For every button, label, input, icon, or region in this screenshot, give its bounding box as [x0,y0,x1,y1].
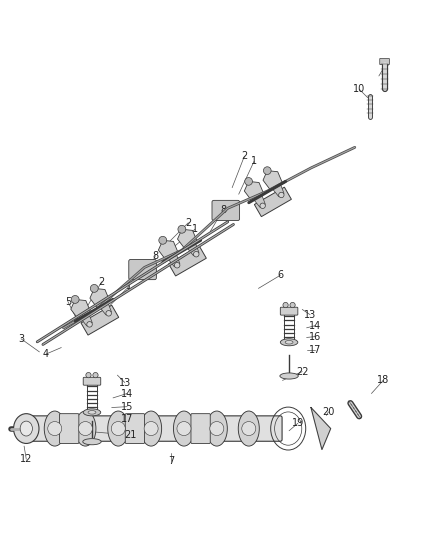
Text: 16: 16 [309,332,321,342]
Circle shape [78,422,92,435]
Text: 2: 2 [185,217,191,228]
Text: 12: 12 [20,454,32,464]
Text: 20: 20 [322,407,335,417]
Text: 21: 21 [124,430,137,440]
Polygon shape [168,254,180,267]
Text: 1: 1 [126,281,132,291]
Circle shape [283,302,288,308]
Ellipse shape [173,411,194,446]
Polygon shape [254,187,291,216]
Ellipse shape [285,341,293,344]
Text: 9: 9 [382,60,389,70]
Circle shape [242,422,256,435]
Polygon shape [169,246,206,276]
Ellipse shape [206,411,227,446]
Circle shape [93,373,98,378]
Circle shape [106,311,111,316]
Polygon shape [311,408,331,449]
Text: 1: 1 [251,156,257,166]
Circle shape [71,295,79,303]
Ellipse shape [83,409,101,416]
Polygon shape [254,195,265,207]
Ellipse shape [280,339,298,346]
FancyBboxPatch shape [27,416,282,441]
Text: 1: 1 [192,224,198,235]
Text: 19: 19 [292,418,304,429]
Circle shape [290,302,295,308]
Circle shape [245,177,252,185]
Ellipse shape [14,414,39,443]
Text: 14: 14 [309,321,321,330]
Text: 13: 13 [119,377,131,387]
Circle shape [260,203,265,208]
Circle shape [48,422,62,435]
Circle shape [87,321,92,327]
Ellipse shape [88,410,96,414]
Polygon shape [187,243,199,256]
Text: 17: 17 [309,345,321,355]
Ellipse shape [83,439,101,445]
Text: 10: 10 [353,84,365,94]
Text: 2: 2 [99,277,105,287]
Polygon shape [272,184,284,197]
Ellipse shape [20,421,32,436]
Circle shape [86,373,91,378]
Text: 15: 15 [121,402,133,411]
Circle shape [144,422,158,435]
FancyBboxPatch shape [212,200,240,221]
FancyBboxPatch shape [83,377,101,385]
Ellipse shape [141,411,162,446]
Text: 8: 8 [220,205,226,215]
Ellipse shape [280,373,298,379]
Circle shape [279,192,284,198]
Text: 8: 8 [152,251,159,261]
Polygon shape [90,288,110,308]
Ellipse shape [44,411,65,446]
Circle shape [111,422,125,435]
Text: 6: 6 [277,270,283,280]
Ellipse shape [238,411,259,446]
Text: 14: 14 [121,389,133,399]
Circle shape [263,167,271,174]
FancyBboxPatch shape [191,414,210,443]
FancyBboxPatch shape [380,59,389,64]
Circle shape [178,225,186,233]
Polygon shape [244,181,264,201]
Text: 13: 13 [304,310,316,320]
Ellipse shape [108,411,129,446]
Text: 22: 22 [296,367,308,377]
Ellipse shape [75,411,96,446]
Polygon shape [81,305,119,335]
Polygon shape [177,229,198,249]
Text: 4: 4 [43,349,49,359]
Text: 2: 2 [241,151,247,161]
Text: 5: 5 [65,296,71,306]
Text: 3: 3 [18,334,24,344]
Text: 7: 7 [168,456,174,466]
Polygon shape [81,313,92,326]
Circle shape [210,422,224,435]
Polygon shape [99,302,111,315]
Circle shape [174,262,180,268]
Polygon shape [71,300,91,319]
Text: 17: 17 [121,414,133,424]
Polygon shape [263,171,283,190]
Text: 18: 18 [377,375,389,385]
Polygon shape [159,240,178,260]
FancyBboxPatch shape [129,260,156,280]
FancyBboxPatch shape [280,307,298,315]
FancyBboxPatch shape [125,414,145,443]
Circle shape [90,285,98,292]
Circle shape [194,252,199,257]
FancyBboxPatch shape [60,414,79,443]
Circle shape [159,236,167,244]
Circle shape [177,422,191,435]
